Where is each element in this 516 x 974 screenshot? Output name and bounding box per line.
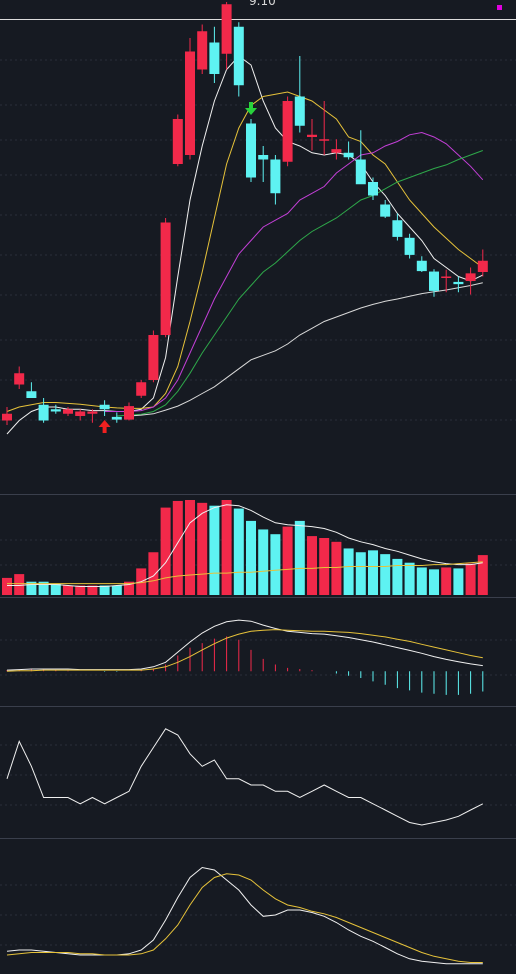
candle-body xyxy=(136,382,146,396)
candle-body xyxy=(2,414,12,421)
candle-body xyxy=(234,27,244,86)
volume-bar xyxy=(478,555,488,595)
volume-bar xyxy=(222,500,232,595)
volume-bar xyxy=(368,550,378,595)
candle-body xyxy=(87,412,97,414)
corner-marker-icon xyxy=(497,5,502,10)
candle-body xyxy=(161,223,171,336)
volume-bar xyxy=(112,586,122,596)
candle-body xyxy=(295,97,305,126)
candle-body xyxy=(173,119,183,164)
candle-body xyxy=(26,391,36,398)
candle-body xyxy=(356,160,366,185)
candle-body xyxy=(368,182,378,196)
volume-bar xyxy=(380,554,390,595)
candle-body xyxy=(392,220,402,237)
volume-bar xyxy=(246,521,256,595)
candle-body xyxy=(14,373,24,384)
volume-bar xyxy=(197,503,207,595)
volume-bar xyxy=(234,509,244,595)
candle-body xyxy=(429,272,439,291)
volume-bar xyxy=(356,552,366,595)
candle-body xyxy=(75,412,85,417)
volume-bar xyxy=(270,534,280,595)
volume-bar xyxy=(453,568,463,595)
candle-body xyxy=(124,406,134,420)
candle-body xyxy=(405,238,415,255)
candle-body xyxy=(441,277,451,279)
candle-body xyxy=(197,31,207,69)
candle-body xyxy=(307,135,317,137)
candle-body xyxy=(63,409,73,414)
oscillator-white-line xyxy=(7,729,483,825)
volume-bar xyxy=(185,500,195,595)
volume-bar xyxy=(148,552,158,595)
peak-price-label: 9.10 xyxy=(249,0,276,8)
volume-bar xyxy=(344,548,354,595)
volume-bar xyxy=(319,538,329,595)
volume-bar xyxy=(429,569,439,595)
candle-body xyxy=(185,52,195,156)
candle-body xyxy=(478,261,488,272)
candle-body xyxy=(39,405,49,421)
candle-body xyxy=(270,160,280,194)
volume-bar xyxy=(283,527,293,595)
volume-bar xyxy=(392,559,402,595)
macd-white-line xyxy=(7,620,483,670)
volume-bar xyxy=(2,578,12,595)
candle-body xyxy=(344,153,354,158)
volume-bar xyxy=(14,574,24,595)
volume-bar xyxy=(161,508,171,595)
kd-yellow-line xyxy=(7,874,483,963)
candle-body xyxy=(417,261,427,271)
candle-body xyxy=(209,43,219,75)
volume-bar xyxy=(209,506,219,595)
candle-body xyxy=(148,335,158,380)
volume-bar xyxy=(295,521,305,595)
candle-body xyxy=(100,405,110,410)
volume-bar xyxy=(331,542,341,595)
candle-body xyxy=(466,273,476,281)
volume-bar xyxy=(441,567,451,595)
price-green-line xyxy=(117,151,483,417)
volume-bar xyxy=(258,529,268,595)
volume-bar xyxy=(63,586,73,596)
volume-bar xyxy=(405,563,415,595)
candle-body xyxy=(453,282,463,284)
kd-white-line xyxy=(7,868,483,964)
candle-body xyxy=(112,417,122,420)
candle-body xyxy=(246,124,256,178)
candle-body xyxy=(283,101,293,162)
volume-bar xyxy=(51,584,61,595)
volume-bar xyxy=(307,536,317,595)
candle-body xyxy=(331,149,341,153)
volume-bar xyxy=(417,567,427,595)
volume-bar xyxy=(466,564,476,595)
candle-body xyxy=(222,4,232,54)
candle-body xyxy=(380,205,390,217)
candle-body xyxy=(51,409,61,411)
candle-body xyxy=(319,139,329,141)
candle-body xyxy=(258,155,268,160)
buy-arrow-icon xyxy=(99,420,111,433)
